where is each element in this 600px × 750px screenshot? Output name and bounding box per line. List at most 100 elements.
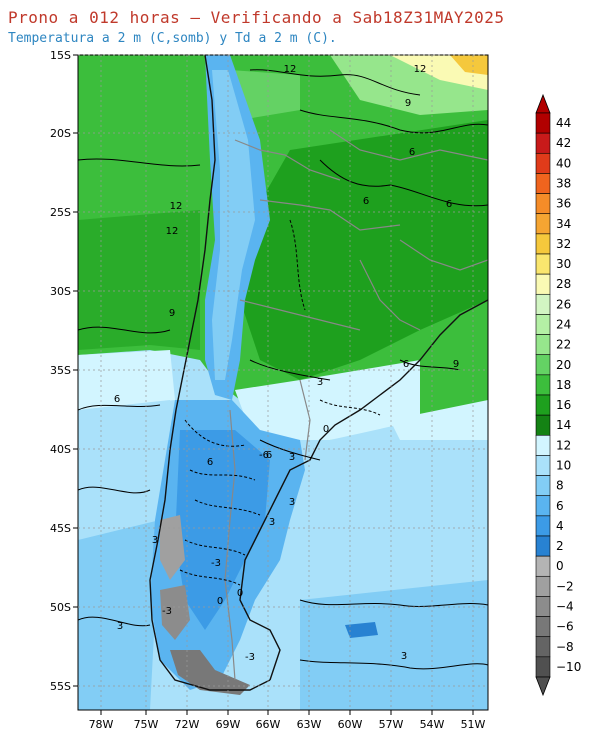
- colorbar-label: 30: [556, 257, 571, 271]
- colorbar: 4442403836343230282624222018161412108642…: [535, 93, 581, 697]
- latitude-axis: 15S 20S 25S 30S 35S 40S 45S 50S 55S: [50, 49, 78, 693]
- contour-value-label: 12: [414, 64, 427, 75]
- contour-value-label: 12: [166, 226, 179, 237]
- colorbar-label: 16: [556, 398, 571, 412]
- colorbar-swatch: [535, 132, 551, 154]
- colorbar-label: 12: [556, 438, 571, 452]
- contour-value-label: 12: [284, 64, 297, 75]
- colorbar-min-arrow: [535, 676, 551, 697]
- lon-tick-label: 75W: [134, 718, 159, 731]
- colorbar-label: 2: [556, 539, 564, 553]
- colorbar-label: −2: [556, 579, 574, 593]
- contour-value-label: 9: [169, 308, 175, 319]
- contour-value-label: -6: [259, 450, 269, 461]
- contour-value-label: 9: [405, 98, 411, 109]
- colorbar-label: 24: [556, 318, 571, 332]
- lon-tick-label: 69W: [216, 718, 241, 731]
- contour-value-label: 6: [207, 457, 213, 468]
- colorbar-label: 8: [556, 479, 564, 493]
- colorbar-swatch: [535, 455, 551, 476]
- contour-value-label: 0: [237, 588, 243, 599]
- colorbar-label: 42: [556, 136, 571, 150]
- contour-value-label: 3: [269, 517, 275, 528]
- colorbar-label: 34: [556, 217, 571, 231]
- colorbar-label: 40: [556, 156, 571, 170]
- lon-tick-label: 57W: [379, 718, 404, 731]
- colorbar-swatch: [535, 515, 551, 537]
- colorbar-swatch: [535, 535, 551, 557]
- colorbar-label: 14: [556, 418, 571, 432]
- lon-tick-label: 78W: [89, 718, 114, 731]
- colorbar-label: 44: [556, 116, 571, 130]
- colorbar-swatch: [535, 394, 551, 416]
- colorbar-swatch: [535, 193, 551, 215]
- map-subtitle: Temperatura a 2 m (C,somb) y Td a 2 m (C…: [8, 31, 337, 46]
- colorbar-swatch: [535, 314, 551, 335]
- colorbar-swatch: [535, 475, 551, 497]
- colorbar-swatch: [535, 213, 551, 235]
- lat-tick-label: 35S: [50, 364, 71, 377]
- colorbar-swatch: [535, 616, 551, 638]
- lon-tick-label: 72W: [175, 718, 200, 731]
- colorbar-label: 4: [556, 519, 564, 533]
- lat-tick-label: 15S: [50, 49, 71, 62]
- lon-tick-label: 54W: [420, 718, 445, 731]
- contour-value-label: 3: [289, 497, 295, 508]
- contour-value-label: 6: [403, 359, 409, 370]
- lon-tick-label: 60W: [338, 718, 363, 731]
- lat-lon-grid: [78, 54, 488, 710]
- lat-tick-label: 55S: [50, 680, 71, 693]
- colorbar-label: 6: [556, 499, 564, 513]
- colorbar-swatch: [535, 253, 551, 275]
- colorbar-max-arrow: [535, 93, 551, 114]
- contour-value-label: 0: [323, 424, 329, 435]
- colorbar-swatch: [535, 354, 551, 376]
- colorbar-label: −6: [556, 620, 574, 634]
- colorbar-swatch: [535, 173, 551, 194]
- contour-value-label: -3: [211, 558, 221, 569]
- lat-tick-label: 50S: [50, 601, 71, 614]
- colorbar-swatch: [535, 233, 551, 255]
- colorbar-label: 36: [556, 197, 571, 211]
- map-title: Prono a 012 horas — Verificando a Sab18Z…: [8, 8, 505, 27]
- temperature-field: [78, 55, 488, 710]
- colorbar-label: 28: [556, 277, 571, 291]
- colorbar-swatch: [535, 656, 551, 678]
- lat-tick-label: 25S: [50, 206, 71, 219]
- colorbar-swatch: [535, 636, 551, 658]
- contour-value-label: 3: [317, 377, 323, 388]
- contour-value-label: 0: [217, 596, 223, 607]
- colorbar-label: 22: [556, 338, 571, 352]
- contour-value-label: -3: [162, 606, 172, 617]
- contour-value-label: 6: [409, 147, 415, 158]
- colorbar-swatch: [535, 273, 551, 295]
- colorbar-label: −8: [556, 640, 574, 654]
- contour-value-label: -3: [245, 652, 255, 663]
- contour-value-label: 6: [363, 196, 369, 207]
- lon-tick-label: 51W: [461, 718, 486, 731]
- longitude-axis: 78W 75W 72W 69W 66W 63W 60W 57W 54W 51W: [89, 710, 486, 731]
- contour-value-label: 6: [266, 450, 272, 461]
- colorbar-swatch: [535, 112, 551, 134]
- lat-tick-label: 20S: [50, 127, 71, 140]
- contour-value-label: 3: [401, 651, 407, 662]
- contour-value-label: 12: [170, 201, 183, 212]
- contour-value-label: 9: [453, 359, 459, 370]
- contour-value-label: 3: [152, 535, 158, 546]
- colorbar-swatch: [535, 374, 551, 396]
- colorbar-swatch: [535, 555, 551, 577]
- contour-value-label: 6: [446, 199, 452, 210]
- colorbar-swatch: [535, 293, 551, 315]
- contour-value-label: 3: [117, 621, 123, 632]
- colorbar-label: −4: [556, 600, 574, 614]
- colorbar-swatch: [535, 596, 551, 617]
- colorbar-swatch: [535, 495, 551, 517]
- colorbar-label: 10: [556, 459, 571, 473]
- lon-tick-label: 63W: [297, 718, 322, 731]
- colorbar-swatch: [535, 414, 551, 436]
- colorbar-swatch: [535, 434, 551, 456]
- colorbar-swatch: [535, 575, 551, 597]
- colorbar-label: 0: [556, 559, 564, 573]
